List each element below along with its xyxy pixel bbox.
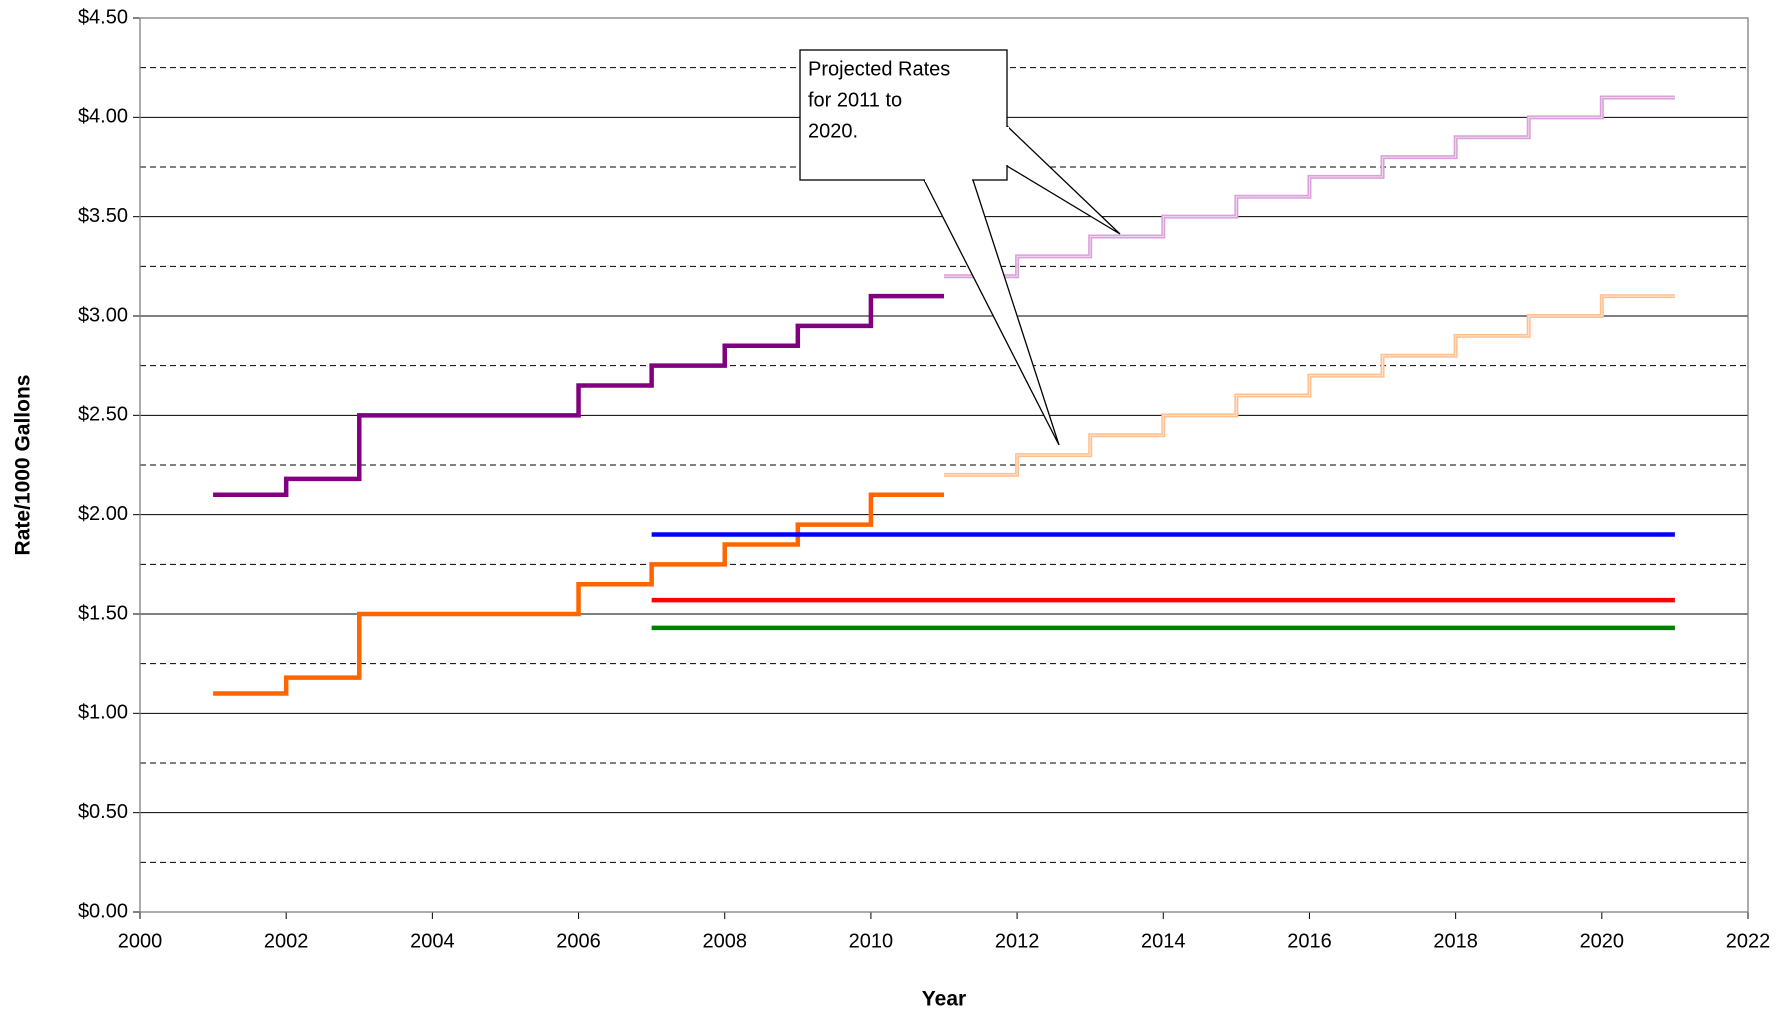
callout-text: Projected Rates [808, 58, 950, 80]
x-tick-label: 2014 [1141, 930, 1186, 952]
y-axis-title: Rate/1000 Gallons [12, 375, 35, 556]
x-tick-label: 2002 [264, 930, 309, 952]
step-line [213, 492, 944, 696]
y-tick-label: $2.50 [78, 404, 128, 426]
callout-seam [1005, 127, 1009, 165]
x-tick-label: 2022 [1726, 930, 1771, 952]
plot-area: $0.00 $0.50 $1.00 $1.50 $2.00 $2.50 $3.00 $3.50… [78, 6, 1770, 952]
x-tick-label: 2000 [118, 930, 163, 952]
callout: Projected Rates for 2011 to 2020. [799, 49, 1121, 446]
y-tick-label: $4.50 [78, 6, 128, 28]
callout-pointer [922, 179, 1060, 446]
y-tick-label: $3.50 [78, 205, 128, 227]
x-tick-label: 2004 [410, 930, 455, 952]
step-line-inner [944, 96, 1675, 277]
y-tick-label: $0.00 [78, 900, 128, 922]
x-axis-title: Year [922, 988, 966, 1011]
callout-text: for 2011 to [808, 89, 902, 111]
y-tick-label: $0.50 [78, 801, 128, 823]
step-line-inner [944, 295, 1675, 476]
y-tick-label: $1.00 [78, 702, 128, 724]
y-tick-label: $3.00 [78, 304, 128, 326]
x-tick-label: 2018 [1433, 930, 1478, 952]
x-tick-label: 2016 [1287, 930, 1332, 952]
step-line [213, 293, 944, 498]
callout-text: 2020. [808, 120, 858, 142]
y-tick-label: $2.00 [78, 503, 128, 525]
y-tick-label: $4.00 [78, 106, 128, 128]
y-tick-label: $1.50 [78, 602, 128, 624]
callout-pointer [1006, 124, 1121, 235]
plot-frame [139, 17, 1749, 913]
x-tick-label: 2020 [1580, 930, 1625, 952]
callout-box [799, 49, 1008, 181]
x-tick-label: 2010 [849, 930, 894, 952]
x-tick-label: 2012 [995, 930, 1040, 952]
x-tick-label: 2008 [702, 930, 747, 952]
x-tick-label: 2006 [556, 930, 601, 952]
callout-seam [925, 178, 972, 182]
